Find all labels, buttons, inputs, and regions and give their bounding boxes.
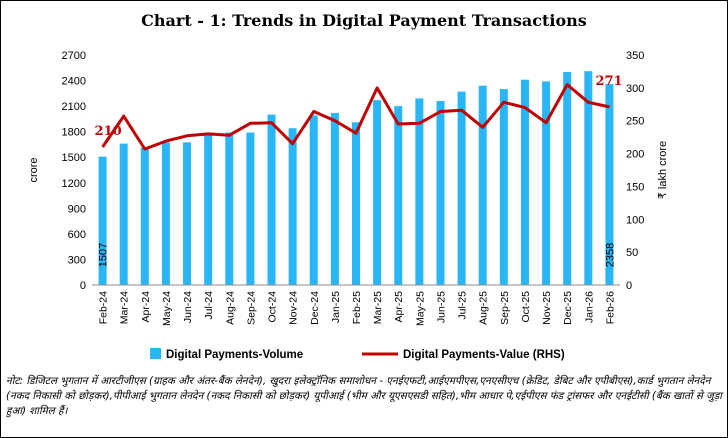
y-right-axis-label: ₹ lakh crore (657, 141, 669, 199)
y-left-tick: 300 (68, 254, 86, 266)
y-left-tick: 1800 (62, 127, 86, 139)
legend-label-value: Digital Payments-Value (RHS) (403, 349, 565, 361)
y-left-tick: 1500 (62, 152, 86, 164)
x-tick-label: Feb-26 (604, 291, 616, 324)
volume-bar-Oct-25 (520, 79, 529, 285)
y-right-tick: 200 (626, 149, 644, 161)
legend-swatch-volume (150, 348, 161, 359)
x-tick-label: Feb-24 (98, 291, 110, 324)
x-tick-label: May-25 (414, 291, 426, 326)
y-right-tick: 300 (626, 83, 644, 95)
y-right-tick: 350 (626, 50, 644, 62)
volume-bar-Aug-25 (478, 85, 487, 286)
volume-bar-Nov-24 (288, 128, 297, 285)
line-label-first: 210 (95, 124, 122, 139)
volume-bar-Apr-25 (394, 106, 403, 285)
x-tick-label: Nov-25 (541, 291, 553, 325)
x-tick-label: Jun-25 (435, 291, 447, 323)
y-right-tick: 50 (626, 247, 638, 259)
x-tick-label: Sep-24 (245, 291, 257, 325)
x-tick-label: Oct-25 (520, 291, 532, 323)
x-tick-label: Nov-24 (288, 291, 300, 325)
y-left-tick: 2400 (62, 76, 86, 88)
chart-canvas: Chart - 1: Trends in Digital Payment Tra… (28, 11, 669, 361)
y-right-tick: 150 (626, 181, 644, 193)
x-tick-label: Mar-25 (372, 291, 384, 324)
x-tick-label: Aug-25 (478, 291, 490, 325)
volume-bars (98, 71, 614, 286)
x-tick-label: Apr-25 (393, 291, 405, 323)
volume-bar-Nov-25 (542, 81, 551, 285)
volume-bar-Sep-25 (499, 89, 508, 286)
y-right-tick: 250 (626, 116, 644, 128)
y-left-tick: 2700 (62, 50, 86, 62)
line-label-last: 271 (595, 74, 622, 89)
volume-bar-Sep-24 (246, 132, 255, 285)
x-tick-label: Dec-24 (309, 291, 321, 325)
x-tick-label: Jun-24 (182, 291, 194, 323)
volume-bar-Jul-24 (204, 134, 213, 285)
y-left-tick: 900 (68, 203, 86, 215)
data-labels: 210 271 1507 2358 (95, 74, 623, 267)
volume-bar-Jul-25 (457, 91, 466, 285)
volume-bar-Jun-24 (183, 142, 192, 285)
x-tick-label: Jan-25 (330, 291, 342, 323)
x-tick-label: Mar-24 (119, 291, 131, 324)
y-right-tick: 0 (626, 280, 632, 292)
x-tick-label: Sep-25 (499, 291, 511, 325)
volume-bar-Oct-24 (267, 114, 276, 285)
volume-bar-Dec-25 (563, 72, 572, 285)
x-tick-label: May-24 (161, 291, 173, 326)
volume-bar-May-24 (161, 142, 170, 285)
volume-bar-Jun-25 (436, 101, 445, 285)
legend-label-volume: Digital Payments-Volume (166, 349, 303, 361)
volume-bar-Dec-24 (309, 115, 318, 286)
bar-label-first: 1507 (98, 243, 110, 267)
y-left-tick: 600 (68, 229, 86, 241)
volume-bar-Jan-25 (330, 112, 339, 285)
bar-label-last: 2358 (604, 243, 616, 267)
volume-bar-Mar-24 (119, 143, 128, 285)
x-tick-label: Dec-25 (562, 291, 574, 325)
chart-title: Chart - 1: Trends in Digital Payment Tra… (141, 11, 587, 30)
volume-bar-Mar-25 (373, 100, 382, 285)
axes: 0 300 600 900 1200 1500 1800 2100 2400 2700 0 50 100… (28, 50, 669, 326)
volume-bar-Aug-24 (225, 132, 234, 285)
volume-bar-Feb-25 (352, 122, 360, 285)
x-tick-label: Aug-24 (224, 291, 236, 325)
volume-bar-May-25 (415, 98, 424, 285)
x-tick-label: Jan-26 (583, 291, 595, 323)
x-tick-label: Jul-24 (203, 291, 215, 320)
x-tick-label: Jul-25 (457, 291, 469, 320)
x-tick-label: Feb-25 (351, 291, 363, 324)
volume-bar-Feb-26 (605, 84, 614, 285)
x-tick-label: Apr-24 (140, 291, 152, 323)
y-left-tick: 1200 (62, 178, 86, 190)
legend: Digital Payments-Volume Digital Payments-… (150, 348, 565, 361)
volume-bar-Feb-24 (98, 156, 107, 285)
value-line (101, 83, 610, 151)
volume-bar-Apr-24 (140, 147, 149, 285)
y-left-tick: 2100 (62, 101, 86, 113)
y-left-axis-label: crore (28, 157, 40, 182)
y-left-tick: 0 (80, 280, 86, 292)
volume-bar-Jan-26 (584, 71, 593, 286)
footnote: नोट: डिजिटल भुगतान में आरटीजीएस (ग्राहक … (6, 375, 722, 417)
y-right-tick: 100 (626, 214, 644, 226)
x-tick-label: Oct-24 (267, 291, 279, 323)
